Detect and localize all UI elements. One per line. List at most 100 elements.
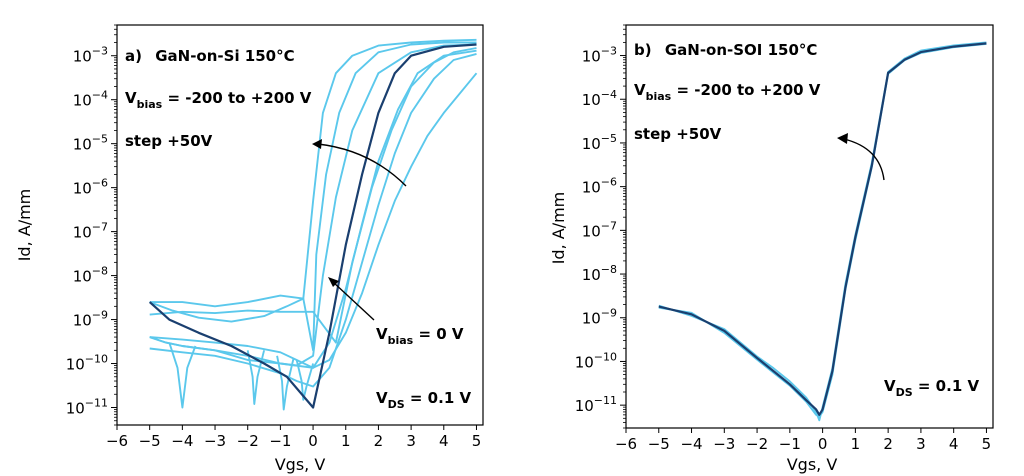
panel-a-vds-value: = 0.1 V [405, 389, 472, 407]
panel-b-x-tick-label: 5 [982, 435, 992, 453]
panel-a-series-line-8 [149, 72, 478, 369]
panel-a-series-line-7 [149, 52, 477, 388]
panel-b-series-line-2 [658, 41, 987, 422]
panel-a-series-line-9 [168, 342, 197, 409]
panel-b-y-tick-label: 10−3 [582, 45, 617, 66]
panel-a-vds: VDS = 0.1 V [376, 389, 471, 411]
panel-a-y-tick-label: 10−7 [73, 221, 108, 242]
panel-b-x-axis-label: Vgs, V [787, 455, 838, 474]
panel-b-title-text: GaN-on-SOI 150°C [665, 41, 818, 59]
panel-b-x-tick-label: −2 [746, 435, 768, 453]
panel-b-x-tick-label: 1 [851, 435, 861, 453]
panel-a-y-tick-label: 10−11 [66, 397, 108, 418]
panel-b-x-tick-label: −1 [779, 435, 801, 453]
panel-b-y-tick-label: 10−4 [582, 88, 617, 109]
panel-a-series-line-5 [149, 47, 477, 344]
panel-a-x-axis-label: Vgs, V [275, 455, 326, 474]
panel-a-y-tick-label: 10−6 [73, 177, 108, 198]
panel-b-title: b) GaN-on-SOI 150°C [634, 41, 817, 59]
panel-a-x-tick-label: −2 [237, 432, 259, 450]
panel-b-vds-symbol: V [884, 377, 896, 395]
panel-b-vbias-symbol: V [634, 81, 646, 99]
panel-b-chart: −6 −5 −4 −3 −2 −1 0 1 2 3 4 5 10−1110−1010−910−810−… [549, 24, 994, 474]
panel-b-x-tick-label: 0 [818, 435, 828, 453]
panel-b-curved-arrow [843, 138, 885, 181]
panel-a-vbias-zero: Vbias = 0 V [376, 325, 464, 347]
panel-b-vds: VDS = 0.1 V [884, 377, 979, 399]
panel-b-plot-frame [625, 24, 994, 429]
panel-a-series-line-4 [148, 43, 477, 409]
panel-a-y-tick-label: 10−4 [73, 89, 108, 110]
panel-b-x-tick-label: 3 [916, 435, 926, 453]
panel-b-series-line-1 [658, 42, 987, 416]
panel-a-plot-frame [116, 24, 484, 426]
panel-a-x-tick-label: 5 [472, 432, 482, 450]
panel-b-vbias-range-text: = -200 to +200 V [671, 81, 821, 99]
panel-a-vbias-symbol: V [125, 89, 137, 107]
panel-a-series-line-1 [149, 38, 477, 323]
panel-a-x-tick-label: 1 [341, 432, 351, 450]
panel-a-x-tick-label: −6 [106, 432, 128, 450]
panel-a-y-tick-label: 10−5 [73, 133, 108, 154]
panel-b-y-tick-label: 10−6 [582, 176, 617, 197]
panel-b-x-tick-label: −5 [648, 435, 670, 453]
panel-a-step: step +50V [125, 132, 213, 150]
panel-a-y-axis-label: Id, A/mm [15, 189, 34, 262]
panel-b-step: step +50V [634, 125, 722, 143]
panel-a-x-tick-label: 4 [439, 432, 449, 450]
panel-b-y-axis-label: Id, A/mm [549, 192, 568, 265]
panel-a-y-tick-label: 10−3 [73, 45, 108, 66]
panel-a-straight-arrow-head [328, 277, 339, 287]
panel-b-x-tick-label: −4 [680, 435, 702, 453]
panel-a-x-tick-label: −5 [139, 432, 161, 450]
panel-a-title-text: GaN-on-Si 150°C [155, 47, 294, 65]
panel-a-series-group [148, 38, 478, 411]
panel-a-x-tick-label: −1 [269, 432, 291, 450]
panel-a-vbias-range-text: = -200 to +200 V [162, 89, 312, 107]
panel-b-vds-value: = 0.1 V [913, 377, 980, 395]
panel-a-y-ticks: 10−11 10−10 10−9 10−8 10−7 10−6 10−5 10−4 10−3 [66, 24, 117, 426]
panel-a-y-tick-label: 10−8 [73, 265, 108, 286]
panel-b-vbias-range: Vbias = -200 to +200 V [634, 81, 821, 103]
panel-b-y-ticks: 10−11 10−10 10−9 10−8 10−7 10−6 10−5 10−4 10−3 [575, 24, 626, 429]
panel-b-vbias-subscript: bias [646, 90, 672, 103]
panel-a-title: a) GaN-on-Si 150°C [125, 47, 295, 65]
panel-b-curved-arrow-head [837, 133, 848, 144]
panel-a-curved-arrow [317, 143, 407, 187]
panel-b-y-tick-label: 10−10 [575, 350, 617, 371]
panel-a-series-line-12 [295, 359, 315, 401]
panel-b-x-tick-label: 4 [949, 435, 959, 453]
panel-a-vds-subscript: DS [388, 398, 405, 411]
panel-b-x-ticks: −6 −5 −4 −3 −2 −1 0 1 2 3 4 5 [615, 428, 991, 453]
panel-a-vbias-range: Vbias = -200 to +200 V [125, 89, 312, 111]
panel-a-x-tick-label: 3 [406, 432, 416, 450]
panel-b-series-line-3 [658, 42, 987, 418]
panel-b-y-tick-label: 10−8 [582, 263, 617, 284]
panel-a-y-tick-label: 10−9 [73, 309, 108, 330]
panel-a-series-line-2 [149, 41, 477, 352]
panel-b-title-prefix: b) [634, 41, 652, 59]
panel-a-x-tick-label: −3 [204, 432, 226, 450]
panel-a-x-tick-label: 2 [374, 432, 384, 450]
panel-a-vbias0-value: = 0 V [413, 325, 464, 343]
panel-b-series-group [658, 41, 987, 422]
panel-a-vbias0-symbol: V [376, 325, 388, 343]
panel-a-straight-arrow [332, 281, 375, 321]
panel-b-x-tick-label: −3 [713, 435, 735, 453]
panel-b-y-tick-label: 10−5 [582, 132, 617, 153]
panel-a-y-tick-label: 10−10 [66, 353, 108, 374]
panel-a-vbias0-subscript: bias [388, 334, 414, 347]
panel-b-x-tick-label: −6 [615, 435, 637, 453]
panel-b-y-tick-label: 10−7 [582, 219, 617, 240]
panel-a-x-tick-label: 0 [308, 432, 318, 450]
panel-a-chart: −6 −5 −4 −3 −2 −1 0 1 2 3 4 5 10−1110−1010−910−810−… [15, 24, 484, 474]
panel-a-series-line-10 [246, 350, 266, 405]
panel-a-title-prefix: a) [125, 47, 142, 65]
panel-a-curved-arrow-head [312, 139, 322, 149]
panel-b-vds-subscript: DS [896, 386, 913, 399]
panel-b-x-tick-label: 2 [883, 435, 893, 453]
panel-b-y-tick-label: 10−9 [582, 307, 617, 328]
panel-a-x-ticks: −6 −5 −4 −3 −2 −1 0 1 2 3 4 5 [106, 425, 481, 450]
panel-b-y-tick-label: 10−11 [575, 394, 617, 415]
